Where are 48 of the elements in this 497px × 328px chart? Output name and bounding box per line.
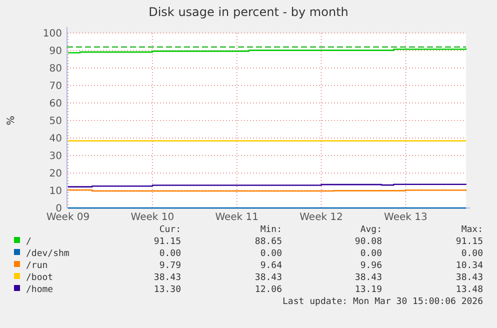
text: 91.15 <box>456 237 483 247</box>
x-tick-label: Week 09 <box>46 212 90 223</box>
text: Cur: <box>159 225 181 235</box>
legend-label: /home <box>26 285 54 295</box>
text: 0.00 <box>159 249 181 259</box>
text: 12.06 <box>254 285 282 295</box>
y-tick-label: 20 <box>49 168 62 180</box>
text: 0.00 <box>461 249 483 259</box>
text: 13.19 <box>354 285 382 295</box>
text: 38.43 <box>456 273 483 283</box>
text: 9.64 <box>260 261 282 271</box>
y-tick-label: 90 <box>49 46 62 57</box>
x-tick-label: Week 10 <box>130 212 174 223</box>
text: 88.65 <box>254 237 282 247</box>
text: 9.79 <box>159 261 181 271</box>
text: 91.15 <box>154 237 181 247</box>
y-tick-label: 10 <box>49 186 62 197</box>
legend-label: /boot <box>26 273 54 283</box>
text: 38.43 <box>354 273 382 283</box>
legend-label: /run <box>26 261 48 271</box>
text: 0.00 <box>360 249 382 259</box>
x-tick-label: Week 13 <box>384 212 428 223</box>
text: 38.43 <box>154 273 181 283</box>
text: Last update: Mon Mar 30 15:00:06 2026 <box>282 297 483 307</box>
text: 13.48 <box>456 285 483 295</box>
legend-label: / <box>26 237 32 247</box>
legend-label: /dev/shm <box>26 249 70 259</box>
text: 9.96 <box>360 261 382 271</box>
x-tick-label: Week 12 <box>300 212 343 223</box>
chart-title: Disk usage in percent - by month <box>148 5 348 19</box>
text: 90.08 <box>354 237 382 247</box>
y-tick-label: 80 <box>49 64 62 74</box>
text: Max: <box>461 225 483 235</box>
text: Avg: <box>360 225 382 235</box>
y-tick-label: 30 <box>49 151 62 162</box>
text: 13.30 <box>154 285 181 295</box>
y-tick-label: 60 <box>49 98 62 110</box>
text: 0.00 <box>260 249 282 259</box>
y-tick-label: 50 <box>49 116 62 127</box>
text: Min: <box>260 225 282 235</box>
y-axis-title: % <box>6 116 17 126</box>
y-tick-label: 70 <box>49 81 62 92</box>
text: 38.43 <box>254 273 282 283</box>
text: 10.34 <box>456 261 483 271</box>
x-tick-label: Week 11 <box>215 212 259 223</box>
y-tick-label: 0 <box>56 204 62 214</box>
y-tick-label: 40 <box>49 134 62 144</box>
y-tick-label: 100 <box>42 28 62 40</box>
